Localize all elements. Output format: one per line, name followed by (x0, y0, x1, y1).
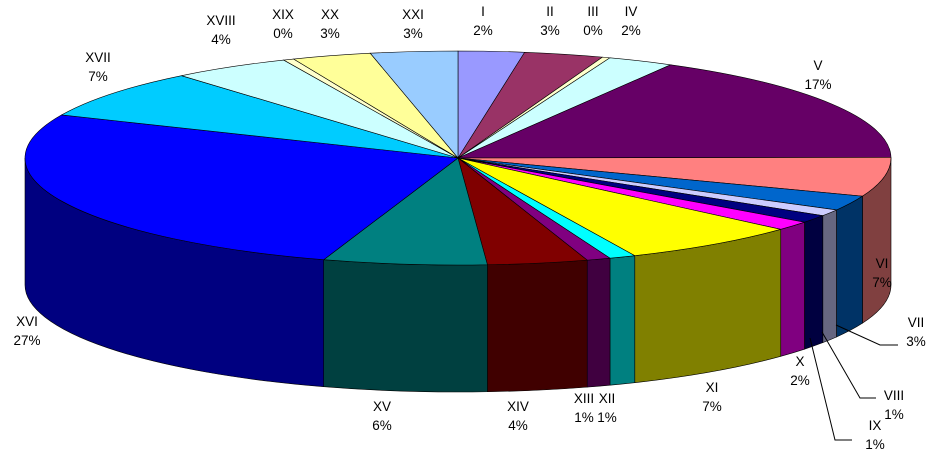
slice-category: IX (869, 418, 882, 433)
slice-percent: 7% (872, 275, 892, 290)
slice-percent: 0% (583, 23, 603, 38)
slice-labels: I 2%II 3%III 0%IV 2%V 17%VI 7%VII 3%VIII 1%IX 1%X… (13, 4, 925, 452)
slice-percent: 1% (865, 437, 885, 452)
slice-percent: 3% (320, 26, 340, 41)
slice-XI (457, 157, 781, 256)
slice-category: XVI (16, 314, 38, 329)
slice-label-IV: IV 2% (621, 4, 641, 38)
slice-percent: 4% (508, 418, 528, 433)
slice-percent: 1% (574, 410, 594, 425)
slice-percent: 7% (88, 69, 108, 84)
slice-side-XIII (586, 257, 611, 388)
slice-label-XX: XX 3% (320, 7, 340, 41)
leader-line-VII (835, 324, 898, 346)
slice-percent: 2% (621, 23, 641, 38)
slice-percent: 3% (403, 26, 423, 41)
pie-tops (24, 50, 892, 266)
slice-category: VII (908, 315, 925, 330)
slice-label-XIII: XIII 1% (574, 391, 594, 425)
slice-percent: 2% (790, 373, 810, 388)
leader-line-VIII (821, 331, 876, 399)
leader-line-IX (809, 337, 852, 441)
slice-label-VII: VII 3% (906, 315, 926, 349)
pie-sides (24, 157, 892, 393)
slice-percent: 1% (884, 407, 904, 422)
slice-label-X: X 2% (790, 354, 810, 388)
leader-lines (809, 324, 898, 441)
slice-label-XVI: XVI 27% (13, 314, 40, 348)
slice-category: XIX (272, 7, 294, 22)
slice-category: X (795, 354, 804, 369)
slice-XXI (369, 50, 459, 159)
slice-label-VI: VI 7% (872, 256, 892, 290)
slice-category: XIV (507, 399, 529, 414)
slice-percent: 17% (804, 77, 831, 92)
slice-category: XVIII (206, 13, 235, 28)
slice-label-VIII: VIII 1% (884, 388, 904, 422)
slice-label-XII: XII 1% (597, 391, 617, 425)
slice-side-X (780, 221, 805, 357)
slice-category: VI (876, 256, 889, 271)
slice-category: XI (706, 380, 719, 395)
slice-percent: 27% (13, 333, 40, 348)
slice-label-XI: XI 7% (702, 380, 722, 414)
slice-label-XIV: XIV 4% (507, 399, 529, 433)
slice-category: XX (321, 7, 339, 22)
slice-label-II: II 3% (540, 4, 560, 38)
slice-side-VII (836, 195, 863, 338)
slice-percent: 3% (540, 23, 560, 38)
slice-percent: 3% (906, 334, 926, 349)
slice-category: XVII (85, 50, 111, 65)
slice-side-XV (323, 259, 488, 393)
slice-VI (457, 157, 892, 197)
slice-XVII (60, 75, 459, 159)
slice-category: III (587, 4, 598, 19)
slice-label-XV: XV 6% (372, 399, 392, 433)
slice-V (457, 64, 892, 159)
slice-percent: 6% (372, 418, 392, 433)
slice-category: V (813, 58, 822, 73)
slice-category: VIII (884, 388, 904, 403)
slice-side-XIV (487, 259, 588, 393)
slice-side-VIII (822, 209, 837, 344)
slice-percent: 7% (702, 399, 722, 414)
slice-category: I (481, 4, 485, 19)
slice-label-I: I 2% (473, 4, 493, 38)
slice-XV (322, 157, 488, 266)
slice-label-III: III 0% (583, 4, 603, 38)
slice-label-V: V 17% (804, 58, 831, 92)
slice-category: II (546, 4, 554, 19)
slice-label-XVIII: XVIII 4% (206, 13, 235, 47)
slice-category: XIII (574, 391, 594, 406)
slice-label-XVII: XVII 7% (85, 50, 111, 84)
slice-side-XII (609, 255, 636, 386)
slice-label-IX: IX 1% (865, 418, 885, 452)
slice-label-XIX: XIX 0% (272, 7, 294, 41)
slice-category: XV (373, 399, 391, 414)
slice-category: XXI (402, 7, 424, 22)
slice-XVI (24, 114, 459, 261)
slice-percent: 2% (473, 23, 493, 38)
slice-percent: 4% (211, 32, 231, 47)
slice-category: XII (599, 391, 616, 406)
slice-label-XXI: XXI 3% (402, 7, 424, 41)
slice-category: IV (625, 4, 638, 19)
slice-percent: 1% (597, 410, 617, 425)
slice-percent: 0% (273, 26, 293, 41)
slice-side-IX (804, 215, 824, 350)
